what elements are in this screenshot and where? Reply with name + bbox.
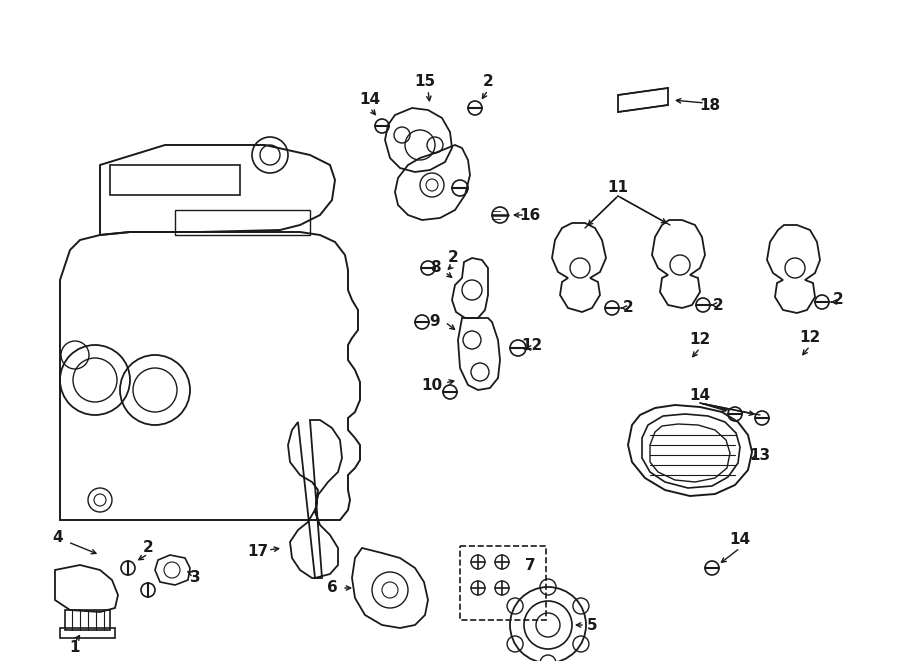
Text: 13: 13 — [750, 447, 770, 463]
Text: 6: 6 — [327, 580, 338, 596]
Text: 5: 5 — [587, 617, 598, 633]
Text: 1: 1 — [70, 641, 80, 656]
Text: 9: 9 — [429, 315, 440, 329]
Text: 17: 17 — [248, 545, 268, 559]
Text: 18: 18 — [699, 98, 721, 112]
Text: 2: 2 — [447, 251, 458, 266]
Text: 14: 14 — [689, 387, 711, 403]
Text: 2: 2 — [142, 541, 153, 555]
Text: 2: 2 — [482, 75, 493, 89]
Text: 2: 2 — [832, 293, 843, 307]
Text: 2: 2 — [713, 297, 724, 313]
Text: 15: 15 — [414, 75, 436, 89]
Text: 8: 8 — [429, 260, 440, 276]
Text: 14: 14 — [359, 93, 381, 108]
Text: 14: 14 — [729, 533, 751, 547]
Text: 4: 4 — [53, 531, 63, 545]
Text: 12: 12 — [689, 332, 711, 348]
Text: 12: 12 — [799, 330, 821, 346]
Text: 7: 7 — [525, 557, 535, 572]
Text: 2: 2 — [623, 301, 634, 315]
Text: 3: 3 — [190, 570, 201, 586]
Text: 12: 12 — [521, 338, 543, 352]
Text: 16: 16 — [519, 208, 541, 223]
Text: 11: 11 — [608, 180, 628, 196]
Text: 10: 10 — [421, 377, 443, 393]
